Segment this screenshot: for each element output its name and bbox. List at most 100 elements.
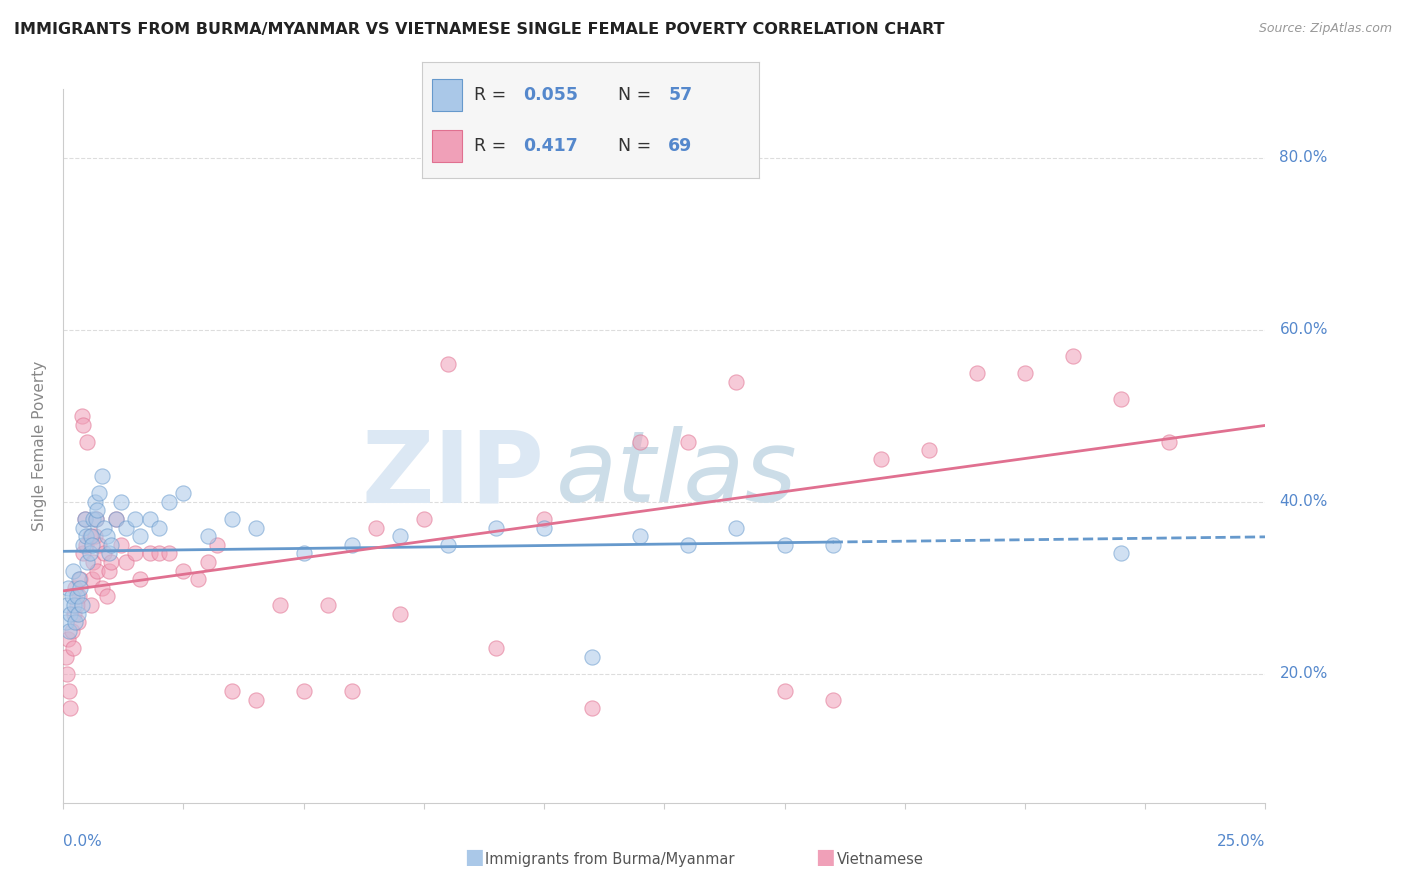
Point	[65, 581, 87, 595]
Point	[413, 512, 436, 526]
Point	[139, 512, 162, 526]
Point	[67, 572, 90, 586]
Point	[148, 521, 170, 535]
Point	[157, 546, 180, 560]
Point	[93, 521, 115, 535]
Point	[139, 546, 162, 560]
Text: 20.0%: 20.0%	[1279, 666, 1327, 681]
Point	[58, 624, 80, 638]
Point	[72, 538, 94, 552]
Text: IMMIGRANTS FROM BURMA/MYANMAR VS VIETNAMESE SINGLE FEMALE POVERTY CORRELATION CH: IMMIGRANTS FROM BURMA/MYANMAR VS VIETNAM…	[14, 22, 945, 37]
Point	[56, 598, 79, 612]
Point	[82, 572, 104, 586]
Point	[66, 615, 89, 630]
Point	[678, 434, 700, 449]
Point	[100, 555, 122, 569]
Point	[62, 641, 84, 656]
Point	[773, 538, 796, 552]
Point	[55, 615, 77, 630]
Point	[79, 546, 101, 560]
Point	[110, 495, 132, 509]
Point	[124, 546, 146, 560]
Point	[82, 555, 104, 569]
Text: atlas: atlas	[557, 426, 797, 523]
Point	[1014, 366, 1036, 380]
Point	[197, 555, 219, 569]
Point	[56, 666, 79, 681]
Text: ■: ■	[815, 847, 835, 867]
Point	[67, 590, 90, 604]
Point	[221, 512, 243, 526]
Text: 57: 57	[668, 86, 692, 103]
Point	[114, 521, 136, 535]
Point	[58, 684, 80, 698]
Point	[340, 684, 363, 698]
Point	[82, 538, 104, 552]
Point	[1159, 434, 1181, 449]
Text: R =: R =	[474, 137, 512, 155]
Point	[437, 538, 460, 552]
Point	[388, 607, 411, 621]
Point	[485, 521, 508, 535]
Point	[66, 590, 89, 604]
Point	[90, 581, 112, 595]
Point	[80, 529, 103, 543]
Point	[110, 538, 132, 552]
Point	[83, 495, 105, 509]
Point	[148, 546, 170, 560]
Point	[437, 357, 460, 371]
Point	[114, 555, 136, 569]
Point	[80, 598, 103, 612]
Text: Immigrants from Burma/Myanmar: Immigrants from Burma/Myanmar	[485, 852, 734, 867]
Point	[124, 512, 146, 526]
Point	[105, 512, 128, 526]
Point	[725, 521, 748, 535]
Point	[581, 701, 603, 715]
Point	[66, 607, 89, 621]
Point	[62, 564, 84, 578]
Point	[79, 529, 101, 543]
Point	[628, 529, 651, 543]
Point	[76, 555, 98, 569]
Point	[72, 546, 94, 560]
Point	[316, 598, 339, 612]
Point	[89, 538, 111, 552]
Point	[918, 443, 941, 458]
Point	[96, 590, 118, 604]
Point	[172, 486, 194, 500]
Text: 0.0%: 0.0%	[63, 834, 103, 849]
Y-axis label: Single Female Poverty: Single Female Poverty	[32, 361, 48, 531]
Text: 25.0%: 25.0%	[1218, 834, 1265, 849]
Point	[725, 375, 748, 389]
Point	[63, 607, 86, 621]
Point	[100, 538, 122, 552]
Text: 69: 69	[668, 137, 692, 155]
Text: N =: N =	[617, 86, 657, 103]
Point	[1109, 392, 1132, 406]
Text: 60.0%: 60.0%	[1279, 322, 1327, 337]
Point	[82, 512, 104, 526]
Point	[197, 529, 219, 543]
Text: N =: N =	[617, 137, 657, 155]
Point	[59, 701, 82, 715]
Text: 80.0%: 80.0%	[1279, 151, 1327, 166]
Point	[129, 572, 152, 586]
Point	[59, 607, 82, 621]
Point	[97, 546, 120, 560]
Point	[172, 564, 194, 578]
Point	[97, 564, 120, 578]
Point	[89, 486, 111, 500]
Point	[678, 538, 700, 552]
Point	[93, 546, 115, 560]
Point	[76, 434, 98, 449]
Point	[533, 512, 555, 526]
Point	[65, 615, 87, 630]
Point	[581, 649, 603, 664]
Point	[966, 366, 988, 380]
FancyBboxPatch shape	[432, 129, 463, 162]
Point	[157, 495, 180, 509]
Point	[205, 538, 228, 552]
Point	[75, 529, 97, 543]
Point	[388, 529, 411, 543]
Point	[485, 641, 508, 656]
